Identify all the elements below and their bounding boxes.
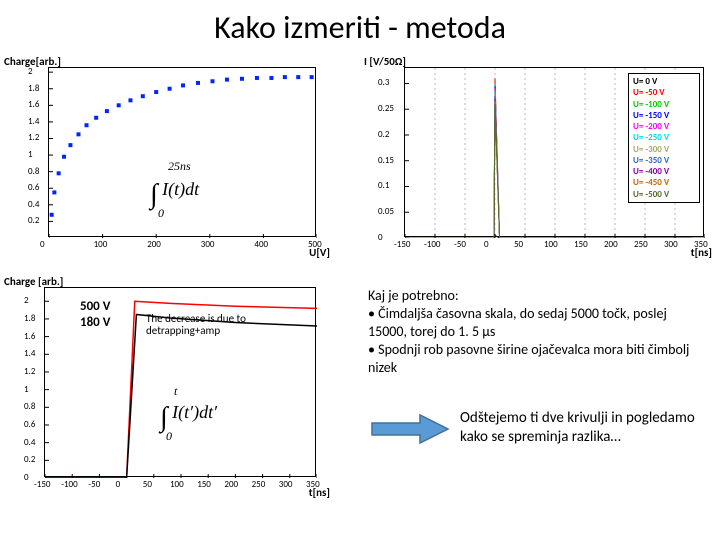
legend-item: U= -200 V xyxy=(633,121,695,132)
legend-item: U= -400 V xyxy=(633,166,695,177)
text-b2: • Spodnji rob pasovne širine ojačevalca … xyxy=(368,341,708,377)
legend-item: U= -50 V xyxy=(633,87,695,98)
chart-pulse-vs-t: I [V/50Ω] t[ns] -150-100-500501001502002… xyxy=(360,51,720,271)
text-heading: Kaj je potrebno: xyxy=(368,287,708,305)
annot-180v: 180 V xyxy=(80,315,110,330)
formula-integral-25ns: 25ns ∫ I(t)dt 0 xyxy=(150,166,199,240)
legend-item: U= -350 V xyxy=(633,155,695,166)
text-b1: • Čimdaljša časovna skala, do sedaj 5000… xyxy=(368,305,708,341)
annot-500v: 500 V xyxy=(80,299,110,314)
page-title: Kako izmeriti - metoda xyxy=(0,0,720,51)
legend-item: U= -450 V xyxy=(633,177,695,188)
legend-item: U= -150 V xyxy=(633,110,695,121)
arrow-text: Odštejemo ti dve krivulji in pogledamo k… xyxy=(460,409,710,447)
legend-voltages: U= 0 VU= -50 VU= -100 VU= -150 VU= -200 … xyxy=(628,73,700,203)
annot-decrease: The decrease is due to detrapping+amp xyxy=(146,313,286,337)
formula-integral-t: t ∫ I(t′)dt′ 0 xyxy=(160,389,217,463)
legend-item: U= -500 V xyxy=(633,189,695,200)
ylabel-tr: I [V/50Ω] xyxy=(364,55,406,68)
explanation-panel: Kaj je potrebno: • Čimdaljša časovna ska… xyxy=(360,271,720,511)
legend-item: U= -250 V xyxy=(633,132,695,143)
chart-integrated-charge: Charge [arb.] t[ns] -150-100-50050100150… xyxy=(0,271,360,511)
arrow-icon xyxy=(370,411,450,447)
legend-item: U= -100 V xyxy=(633,99,695,110)
legend-item: U= -300 V xyxy=(633,144,695,155)
chart-charge-vs-U: Charge[arb.] U[V] 0100200300400500 0.20.… xyxy=(0,51,360,271)
legend-item: U= 0 V xyxy=(633,76,695,87)
